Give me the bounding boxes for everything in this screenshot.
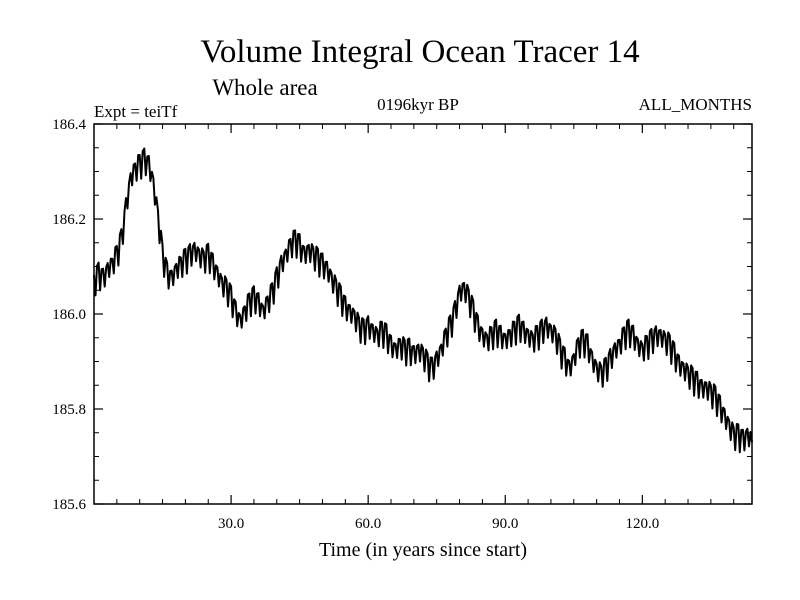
x-tick-label: 60.0 (355, 516, 381, 532)
months-label: ALL_MONTHS (639, 95, 752, 114)
x-tick-label: 30.0 (218, 516, 244, 532)
chart-subtitle: Whole area (212, 75, 317, 100)
y-axis: 185.6 185.8 186.0 186.2 186.4 (52, 117, 752, 513)
period-label: 0196kyr BP (377, 95, 459, 114)
x-tick-label: 120.0 (625, 516, 659, 532)
x-axis-label: Time (in years since start) (319, 539, 527, 561)
series-line (93, 147, 753, 454)
plot-frame (93, 123, 753, 505)
experiment-label: Expt = teiTf (94, 102, 178, 121)
x-tick-label: 90.0 (492, 516, 518, 532)
chart-title: Volume Integral Ocean Tracer 14 (200, 34, 639, 70)
y-tick-label: 186.4 (52, 117, 86, 133)
y-tick-label: 186.0 (52, 307, 86, 323)
x-axis: 30.0 60.0 90.0 120.0 (116, 124, 735, 532)
plot-area (93, 147, 753, 454)
y-tick-label: 186.2 (52, 212, 86, 228)
y-tick-label: 185.8 (52, 402, 86, 418)
y-tick-label: 185.6 (52, 497, 86, 513)
